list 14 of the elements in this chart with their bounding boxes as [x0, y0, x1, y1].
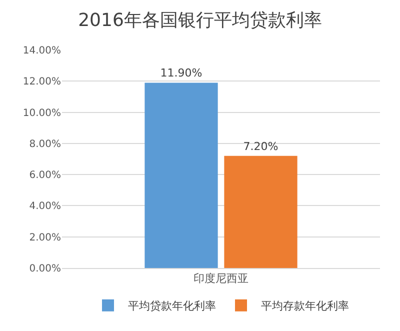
y-tick-label: 14.00% [22, 46, 61, 56]
y-tick-label: 12.00% [22, 76, 61, 88]
legend-label: 平均存款年化利率 [261, 300, 349, 313]
chart-title: 2016年各国银行平均贷款利率 [78, 10, 322, 31]
y-tick-label: 8.00% [29, 138, 61, 150]
y-tick-label: 2.00% [29, 232, 61, 244]
x-tick-label: 印度尼西亚 [194, 272, 248, 286]
data-label: 7.20% [243, 140, 278, 153]
y-tick-label: 10.00% [22, 108, 61, 119]
y-tick-label: 0.00% [29, 264, 61, 274]
y-tick-label: 6.00% [29, 170, 61, 182]
legend-label: 平均贷款年化利率 [128, 300, 216, 313]
y-tick-label: 4.00% [29, 201, 61, 212]
data-label: 11.90% [160, 66, 202, 80]
